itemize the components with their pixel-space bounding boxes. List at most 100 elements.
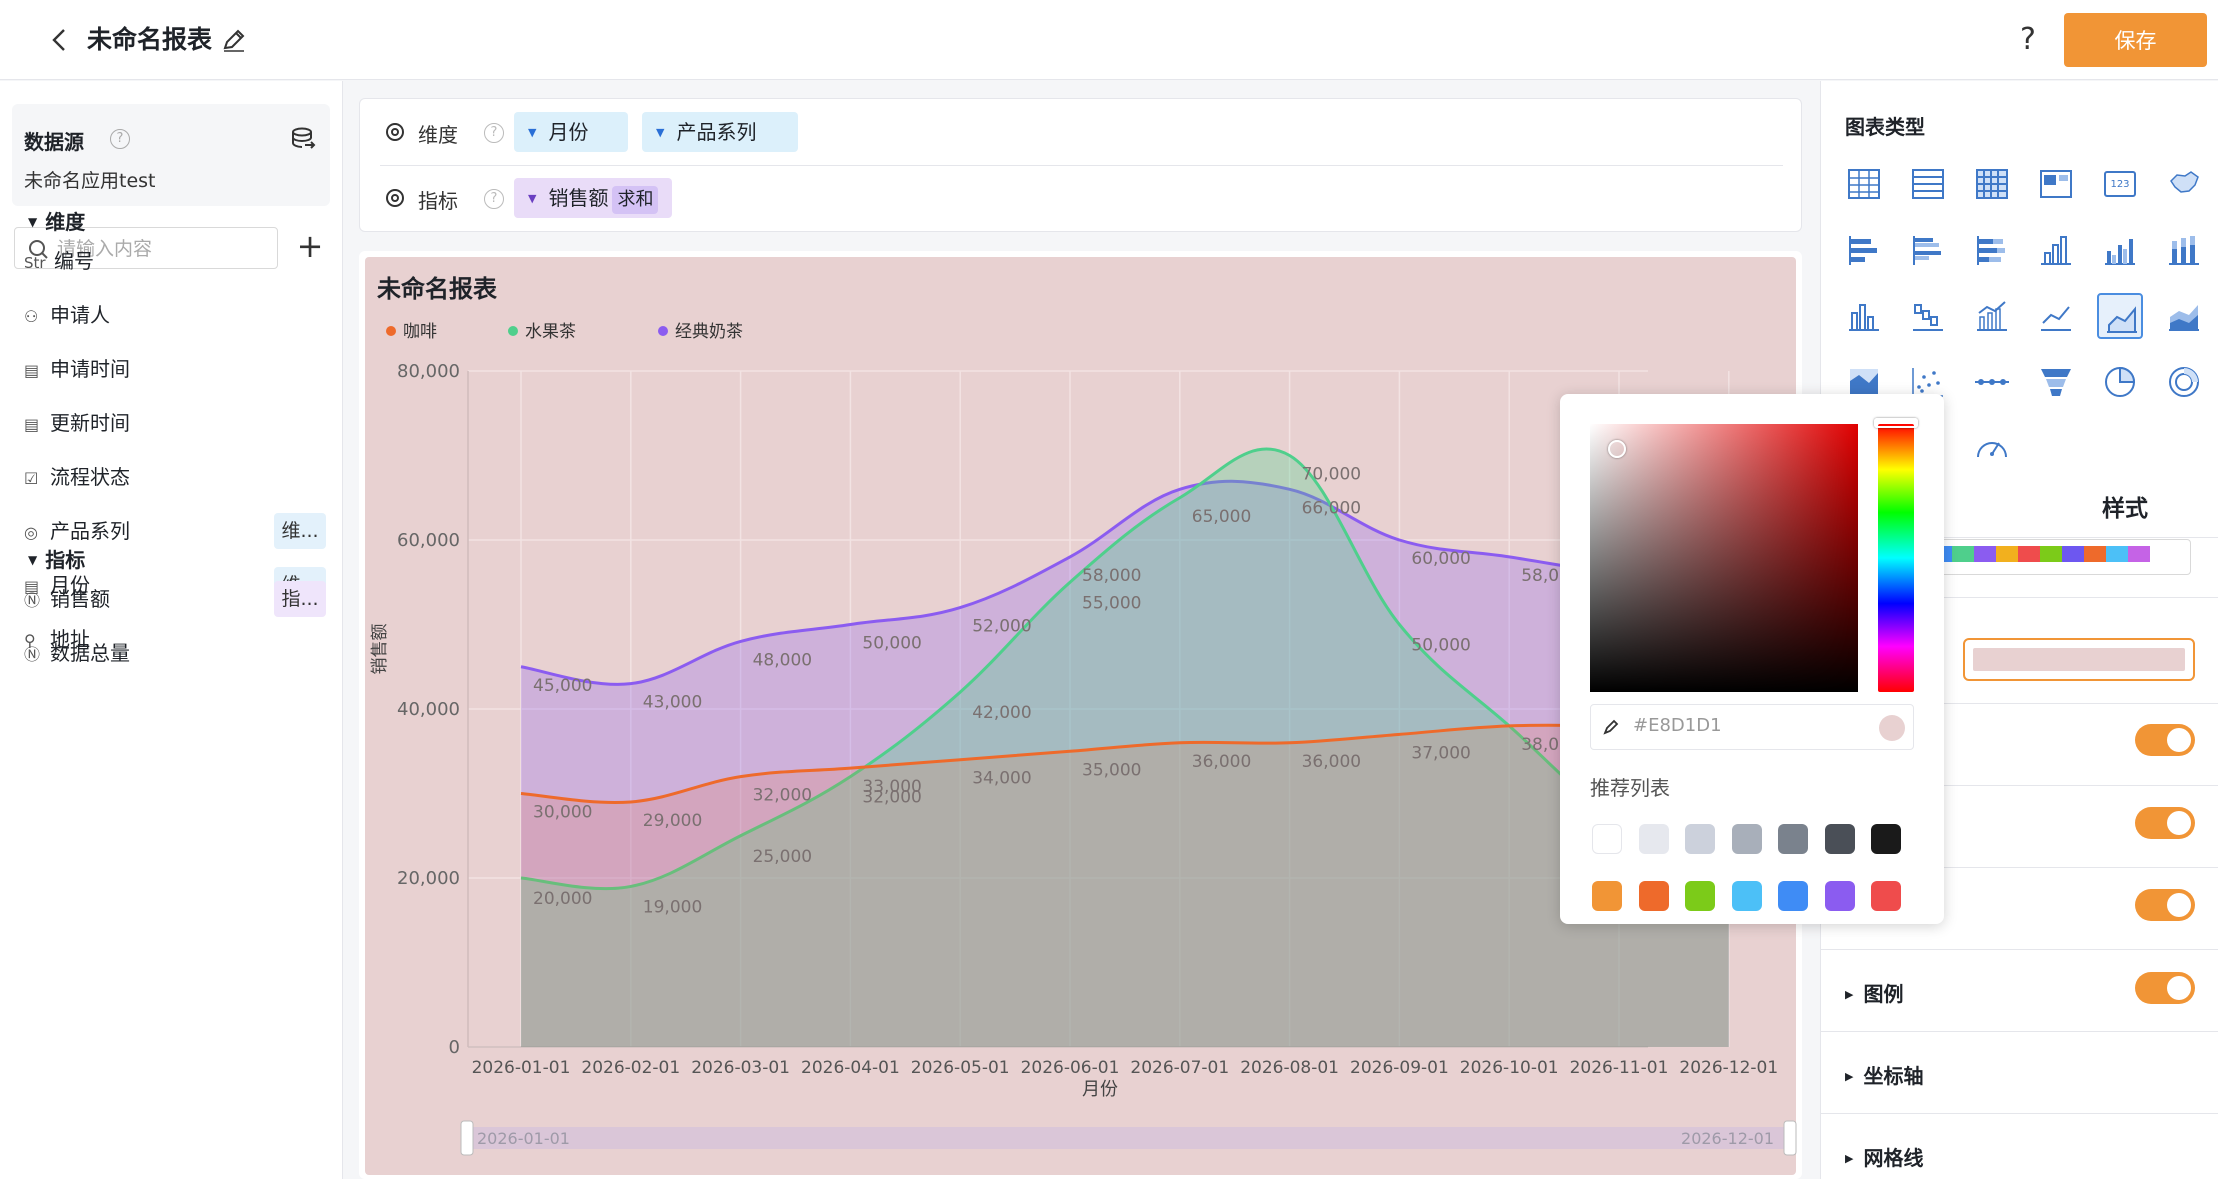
line-icon[interactable] — [2033, 293, 2079, 339]
search-input[interactable] — [57, 234, 267, 264]
color-swatch[interactable] — [1778, 824, 1808, 854]
column-percent-icon[interactable] — [1841, 293, 1887, 339]
palette-swatch — [2040, 546, 2062, 562]
series-line-0[interactable] — [520, 723, 1729, 804]
legend-label[interactable]: 水果茶 — [525, 322, 576, 342]
hex-input[interactable]: #E8D1D1 — [1590, 704, 1914, 750]
legend-marker[interactable] — [386, 326, 396, 336]
color-palette-select[interactable] — [1921, 539, 2191, 575]
color-swatch[interactable] — [1685, 824, 1715, 854]
area-percent-icon[interactable] — [1841, 359, 1887, 405]
color-swatch[interactable] — [1731, 824, 1762, 854]
map-icon[interactable] — [2161, 161, 2207, 207]
dimension-settings-icon[interactable] — [384, 121, 406, 143]
series-line-1[interactable] — [520, 447, 1730, 891]
toggle-switch[interactable] — [2135, 724, 2195, 756]
dimension-pill-month[interactable]: ▼ 月份 — [514, 112, 628, 152]
dimension-pill-series[interactable]: ▼ 产品系列 — [642, 112, 798, 152]
x-tick-label: 2026-03-01 — [691, 1058, 790, 1078]
help-icon[interactable]: ? — [2020, 22, 2036, 57]
field-item[interactable]: ▤ 申请时间 — [24, 351, 334, 387]
legend-marker[interactable] — [508, 326, 518, 336]
hue-handle[interactable] — [1874, 418, 1918, 428]
zoom-handle-right[interactable] — [1783, 1120, 1797, 1156]
color-swatch[interactable] — [1824, 824, 1855, 854]
chart-background: 未命名报表 — [365, 257, 1796, 1175]
field-item[interactable]: ◎ 产品系列 维... — [24, 513, 334, 549]
bar-h-icon[interactable] — [1841, 227, 1887, 273]
save-button[interactable]: 保存 — [2064, 13, 2207, 67]
saturation-panel[interactable] — [1590, 424, 1858, 692]
field-item[interactable]: Ⓝ 数据总量 — [24, 635, 334, 671]
ring-icon[interactable] — [2161, 359, 2207, 405]
field-label: 流程状态 — [50, 465, 130, 489]
legend-toggle[interactable] — [2135, 972, 2195, 1004]
bar-h-stack-icon[interactable] — [1969, 227, 2015, 273]
add-field-button[interactable]: + — [296, 227, 324, 265]
datasource-card: 数据源 ? 未命名应用test — [12, 104, 330, 206]
color-swatch[interactable] — [1731, 881, 1762, 911]
help-circle-icon[interactable]: ? — [484, 123, 504, 143]
color-swatch[interactable] — [1871, 881, 1901, 911]
color-swatch[interactable] — [1638, 824, 1669, 854]
prop-gridline[interactable]: ▶ 网格线 — [1845, 1146, 1924, 1170]
table-icon[interactable] — [1841, 161, 1887, 207]
prop-axis[interactable]: ▶ 坐标轴 — [1845, 1064, 1924, 1088]
database-switch-icon[interactable] — [290, 126, 316, 152]
divider — [1821, 1113, 2218, 1114]
pie-icon[interactable] — [2097, 359, 2143, 405]
color-swatch[interactable] — [1592, 881, 1622, 911]
funnel-icon[interactable] — [2033, 359, 2079, 405]
saturation-handle[interactable] — [1608, 440, 1626, 458]
zoom-handle-left[interactable] — [460, 1120, 474, 1156]
card-icon[interactable] — [2033, 161, 2079, 207]
back-chevron-icon[interactable] — [44, 24, 76, 56]
color-swatch[interactable] — [1638, 881, 1669, 911]
column-group-icon[interactable] — [2097, 227, 2143, 273]
bar-h-group-icon[interactable] — [1905, 227, 1951, 273]
field-item[interactable]: Ⓝ 销售额 指... — [24, 581, 334, 617]
toggle-switch[interactable] — [2135, 889, 2195, 921]
color-swatch[interactable] — [1824, 881, 1855, 911]
color-swatch[interactable] — [1685, 881, 1715, 911]
eyedropper-icon[interactable] — [1601, 717, 1621, 737]
pivot-table-icon[interactable] — [1969, 161, 2015, 207]
aggregation-tag[interactable]: 求和 — [612, 186, 659, 214]
color-swatch[interactable] — [1778, 881, 1808, 911]
field-item[interactable]: Str 编号 — [24, 243, 334, 279]
color-swatch[interactable] — [1592, 824, 1622, 854]
waterfall-icon[interactable] — [1905, 293, 1951, 339]
column-icon[interactable] — [2033, 227, 2079, 273]
zoom-track[interactable] — [469, 1127, 1789, 1149]
column-stack-icon[interactable] — [2161, 227, 2207, 273]
color-swatch[interactable] — [1871, 824, 1901, 854]
prop-legend[interactable]: ▶ 图例 — [1845, 982, 1904, 1006]
field-item[interactable]: ⚇ 申请人 — [24, 297, 334, 333]
column-line-icon[interactable] — [1969, 293, 2015, 339]
dot-line-icon[interactable] — [1969, 359, 2015, 405]
dimension-section-header[interactable]: ▼ 维度 — [28, 210, 86, 234]
help-circle-icon[interactable]: ? — [110, 129, 130, 149]
measure-settings-icon[interactable] — [384, 187, 406, 209]
help-circle-icon[interactable]: ? — [484, 189, 504, 209]
field-item[interactable]: ☑ 流程状态 — [24, 459, 334, 495]
detail-table-icon[interactable] — [1905, 161, 1951, 207]
area-icon[interactable] — [2097, 293, 2143, 339]
toggle-switch[interactable] — [2135, 807, 2195, 839]
page-title: 未命名报表 — [87, 25, 213, 54]
hue-slider[interactable] — [1878, 424, 1914, 692]
kpi-icon[interactable]: 123 — [2097, 161, 2143, 207]
legend-label[interactable]: 经典奶茶 — [675, 322, 743, 342]
legend-label[interactable]: 咖啡 — [403, 322, 437, 342]
series-line-2[interactable] — [520, 479, 1729, 686]
tab-style[interactable]: 样式 — [2102, 496, 2148, 522]
gauge-icon[interactable] — [1969, 425, 2015, 471]
measure-section-header[interactable]: ▼ 指标 — [28, 548, 86, 572]
edit-pencil-icon[interactable] — [220, 26, 248, 54]
field-item[interactable]: ▤ 更新时间 — [24, 405, 334, 441]
legend-marker[interactable] — [658, 326, 668, 336]
field-item[interactable]: ⚲ 地址 — [24, 621, 334, 657]
area-stack-icon[interactable] — [2161, 293, 2207, 339]
measure-pill-sales[interactable]: ▼ 销售额 求和 — [514, 178, 672, 218]
background-color-input[interactable] — [1963, 638, 2195, 681]
